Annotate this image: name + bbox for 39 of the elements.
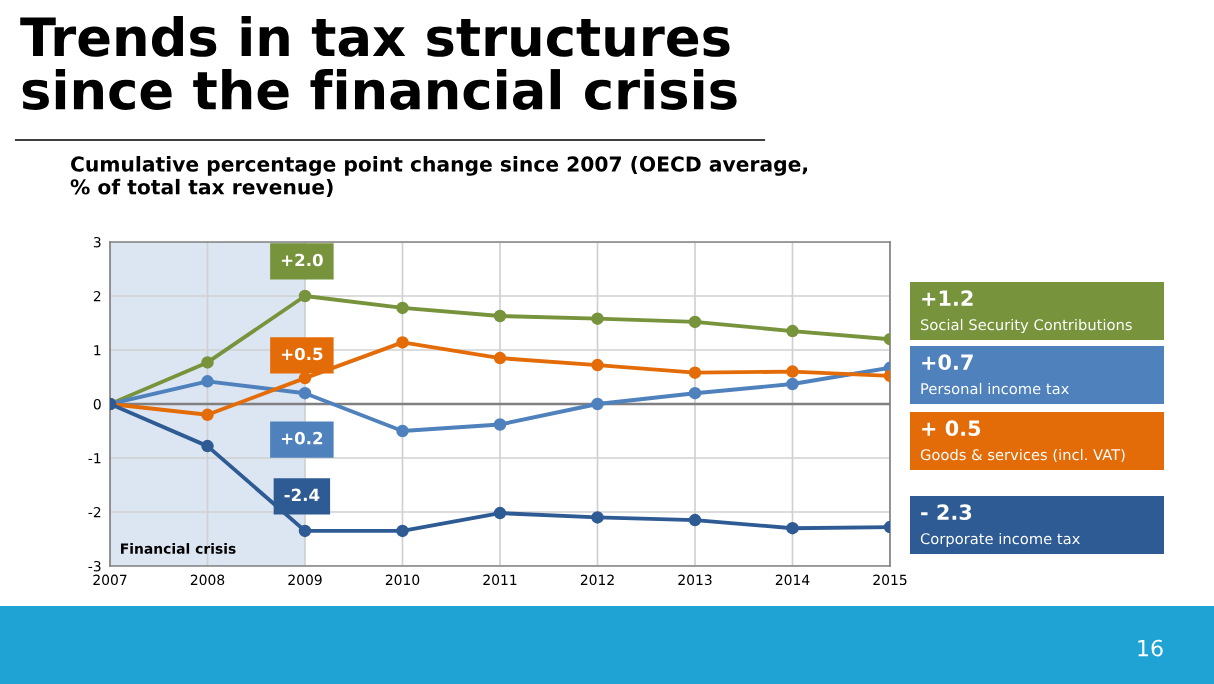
point — [591, 511, 604, 524]
point — [298, 289, 312, 303]
point — [298, 524, 312, 538]
point — [396, 524, 409, 538]
point — [493, 351, 507, 365]
annotation: -2.4 — [284, 488, 320, 501]
point — [396, 301, 409, 315]
point — [396, 424, 409, 438]
point — [591, 312, 604, 325]
text: +0.7 — [922, 354, 973, 371]
point — [688, 513, 702, 527]
point — [786, 521, 799, 535]
point — [591, 358, 604, 372]
point — [688, 315, 702, 329]
annotation: +0.2 — [281, 431, 323, 445]
point — [396, 336, 409, 349]
point — [201, 356, 214, 369]
point — [201, 408, 214, 422]
point — [493, 309, 507, 323]
text: - 2.3 — [921, 504, 972, 521]
text: +1.2 — [922, 290, 973, 306]
point — [591, 397, 604, 411]
point — [493, 418, 507, 431]
annotation: +0.5 — [281, 347, 323, 361]
point — [786, 377, 799, 391]
chart-subtitle: Cumulative percentage point change since 2007 (OECD average, % of total tax revenue) — [70, 156, 808, 197]
text: 16 — [1138, 639, 1163, 657]
point — [201, 439, 214, 453]
point — [688, 386, 702, 400]
point — [298, 371, 312, 385]
point — [688, 366, 702, 379]
annotation: +2.0 — [281, 253, 323, 267]
point — [786, 365, 799, 378]
chart-title: Trends in tax structures since the financial crisis — [20, 16, 737, 110]
text: + 0.5 — [922, 420, 981, 437]
point — [201, 375, 214, 388]
point — [493, 506, 507, 520]
point — [786, 324, 799, 338]
point — [298, 386, 312, 400]
